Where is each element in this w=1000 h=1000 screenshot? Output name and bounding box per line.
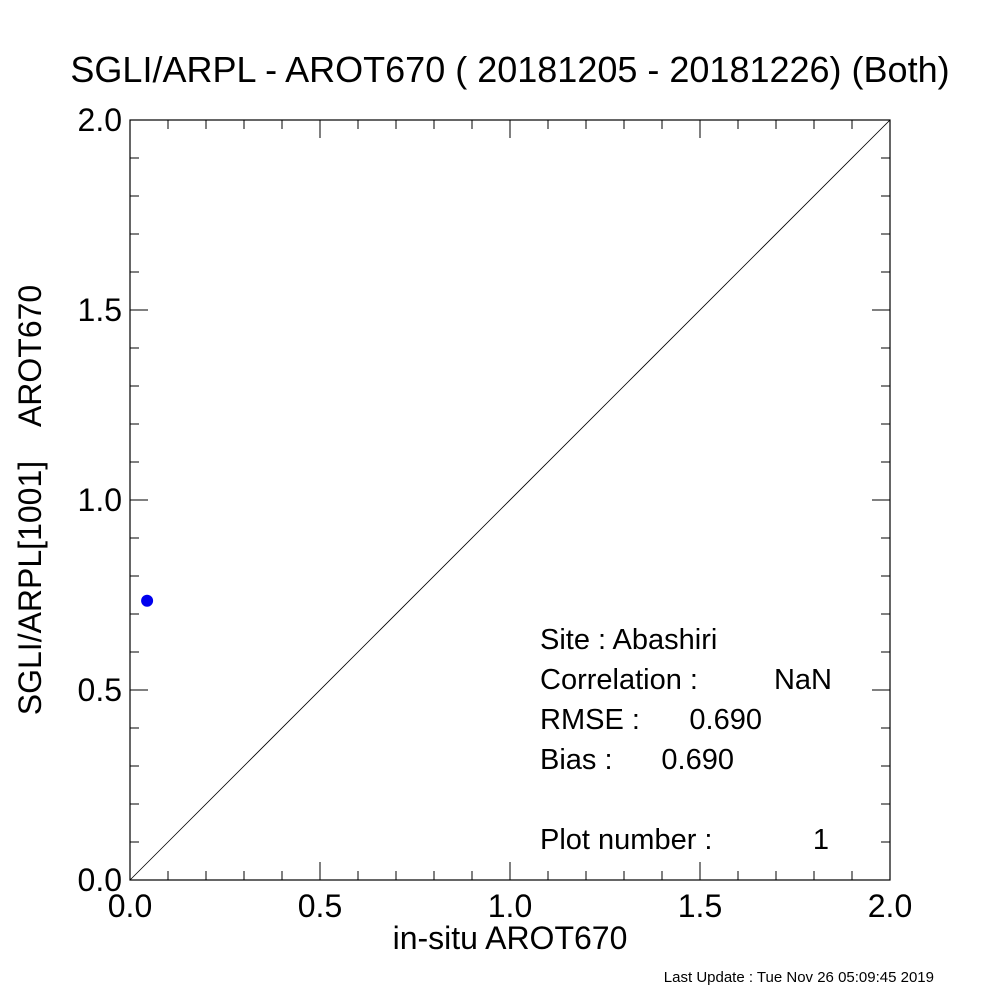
x-tick-label: 0.0: [108, 888, 152, 924]
y-tick-label: 2.0: [78, 102, 122, 138]
y-tick-label: 0.0: [78, 862, 122, 898]
plot-number-label: Plot number :: [540, 824, 713, 856]
x-axis-label: in-situ AROT670: [392, 920, 628, 956]
y-tick-label: 0.5: [78, 672, 122, 708]
plot-number-value: 1: [812, 824, 829, 856]
last-update-text: Last Update : Tue Nov 26 05:09:45 2019: [663, 969, 934, 986]
data-points: [141, 594, 154, 607]
tick-labels: 0.0 0.5 1.0 1.5 2.0 0.0 0.5 1.0 1.5 2.0: [78, 102, 913, 924]
correlation-value: NaN: [773, 664, 832, 696]
y-tick-label: 1.0: [78, 482, 122, 518]
x-tick-label: 1.5: [678, 888, 722, 924]
rmse-label: RMSE :: [540, 704, 640, 736]
y-tick-label: 1.5: [78, 292, 122, 328]
x-tick-label: 2.0: [868, 888, 912, 924]
chart-title: SGLI/ARPL - AROT670 ( 20181205 - 2018122…: [70, 49, 950, 90]
rmse-value: 0.690: [689, 704, 762, 736]
one-to-one-line: [129, 119, 891, 881]
bias-label: Bias :: [540, 744, 613, 776]
plot-frame: [129, 119, 891, 881]
x-tick-label: 0.5: [298, 888, 342, 924]
reference-line-layer: [129, 119, 891, 881]
data-point: [141, 594, 154, 607]
correlation-label: Correlation :: [540, 664, 698, 696]
site-text: Site : Abashiri: [540, 624, 718, 656]
x-tick-label: 1.0: [488, 888, 532, 924]
bias-value: 0.690: [661, 744, 734, 776]
